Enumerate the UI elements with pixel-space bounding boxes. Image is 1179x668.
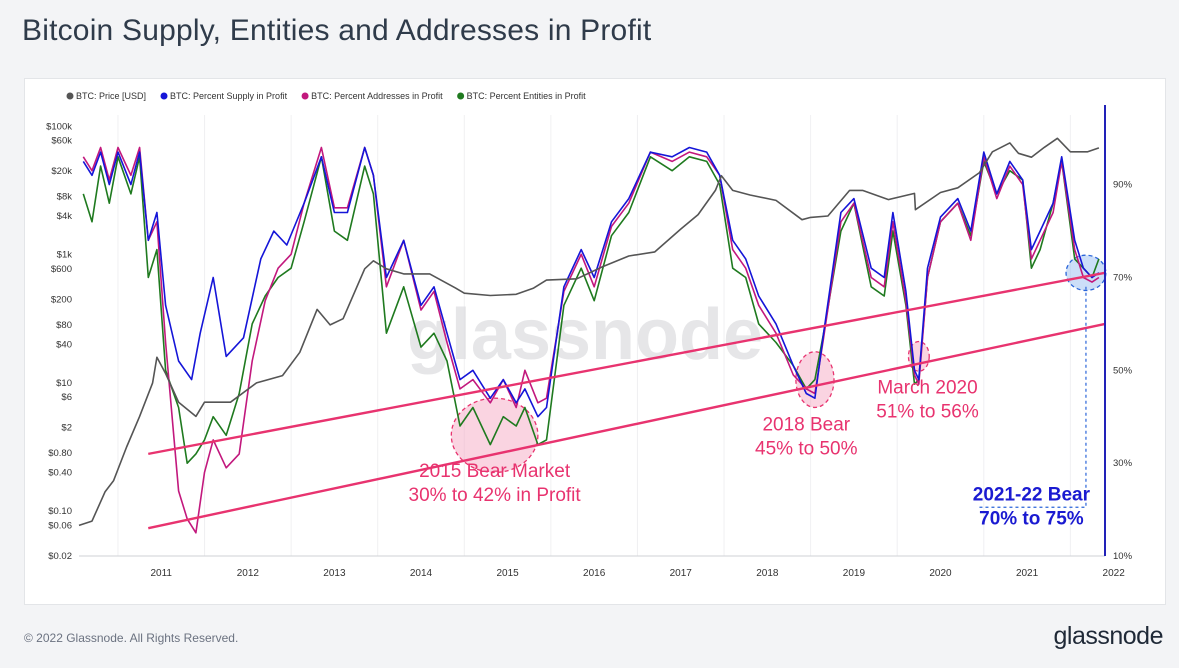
annotation-2022-line-1: 2021-22 Bear xyxy=(973,484,1091,505)
x-tick-label-2017: 2017 xyxy=(670,568,693,579)
y-left-tick-label: $4k xyxy=(57,211,73,222)
legend-label-3: BTC: Percent Entities in Profit xyxy=(467,91,587,101)
series-lines xyxy=(78,137,1100,534)
page-title: Bitcoin Supply, Entities and Addresses i… xyxy=(22,14,652,47)
y-right-tick-label: 70% xyxy=(1113,272,1133,283)
x-tick-label-2019: 2019 xyxy=(843,568,866,579)
y-left-tick-label: $100k xyxy=(46,121,72,132)
y-left-tick-label: $1k xyxy=(57,250,73,261)
glassnode-logo: glassnode xyxy=(1053,622,1164,650)
x-tick-label-2022: 2022 xyxy=(1103,568,1126,579)
annotation-2022-line-2: 70% to 75% xyxy=(979,508,1084,529)
legend-marker-2 xyxy=(301,92,309,100)
y-left-tick-label: $6 xyxy=(61,392,72,403)
y-left-tick-label: $60k xyxy=(51,136,72,147)
watermark: glassnode xyxy=(407,295,763,375)
x-tick-label-2016: 2016 xyxy=(583,568,606,579)
footer-copyright: © 2022 Glassnode. All Rights Reserved. xyxy=(24,631,239,645)
y-right-tick-label: 10% xyxy=(1113,551,1133,562)
y-left-tick-label: $2 xyxy=(61,423,72,434)
series-line-btc-percent-supply-in-profit xyxy=(82,146,1100,418)
y-left-tick-label: $0.40 xyxy=(48,468,72,479)
axes: 2011 2012 2013 2014 2015 2016 2017 2018 2019 2020… xyxy=(46,105,1133,579)
series-line-btc-price-usd- xyxy=(78,137,1100,527)
x-tick-label-2015: 2015 xyxy=(496,568,519,579)
chart-svg: glassnode 2011 2012 2013 2014 2015 2016 2017 20… xyxy=(46,91,1133,579)
legend-label-0: BTC: Price [USD] xyxy=(76,91,146,101)
y-left-tick-label: $40 xyxy=(56,339,72,350)
annotation-2020-line-2: 51% to 56% xyxy=(876,402,979,423)
x-tick-label-2012: 2012 xyxy=(237,568,260,579)
annotation-2018-line-2: 45% to 50% xyxy=(755,439,858,460)
y-right-tick-label: 90% xyxy=(1113,180,1133,191)
x-tick-label-2014: 2014 xyxy=(410,568,433,579)
y-left-tick-label: $0.80 xyxy=(48,448,72,459)
legend-label-1: BTC: Percent Supply in Profit xyxy=(170,91,288,101)
annotations: 2015 Bear Market 30% to 42% in Profit 2018… xyxy=(409,378,1091,530)
annotation-2015-line-1: 2015 Bear Market xyxy=(419,461,571,482)
y-right-tick-label: 50% xyxy=(1113,365,1133,376)
series-line-btc-percent-addresses-in-profit xyxy=(82,146,1100,534)
grid xyxy=(117,115,1071,556)
legend-marker-3 xyxy=(457,92,465,100)
y-left-tick-label: $0.02 xyxy=(48,551,72,562)
upper-support-line xyxy=(148,271,1106,456)
x-tick-label-2013: 2013 xyxy=(323,568,346,579)
annotation-2018-line-1: 2018 Bear xyxy=(762,415,850,436)
chart-card: glassnode 2011 2012 2013 2014 2015 2016 2017 20… xyxy=(24,78,1166,605)
legend-marker-1 xyxy=(160,92,168,100)
y-left-tick-label: $0.10 xyxy=(48,506,72,517)
lower-support-line xyxy=(148,322,1106,530)
y-left-tick-label: $20k xyxy=(51,166,72,177)
x-tick-label-2021: 2021 xyxy=(1016,568,1039,579)
y-left-tick-label: $0.06 xyxy=(48,520,72,531)
x-tick-label-2020: 2020 xyxy=(929,568,952,579)
y-left-tick-label: $600 xyxy=(51,264,72,275)
x-tick-label-2018: 2018 xyxy=(756,568,779,579)
legend-label-2: BTC: Percent Addresses in Profit xyxy=(311,91,443,101)
y-left-tick-label: $80 xyxy=(56,320,72,331)
annotation-2015-line-2: 30% to 42% in Profit xyxy=(409,485,582,506)
x-tick-label-2011: 2011 xyxy=(150,568,172,579)
y-right-tick-label: 30% xyxy=(1113,458,1133,469)
trend-lines xyxy=(148,271,1106,530)
legend: BTC: Price [USD] BTC: Percent Supply in P… xyxy=(66,91,587,101)
y-left-tick-label: $8k xyxy=(57,192,73,203)
annotation-2020-line-1: March 2020 xyxy=(877,378,977,399)
y-left-tick-label: $10 xyxy=(56,378,72,389)
y-left-tick-label: $200 xyxy=(51,294,72,305)
legend-marker-0 xyxy=(66,92,74,100)
